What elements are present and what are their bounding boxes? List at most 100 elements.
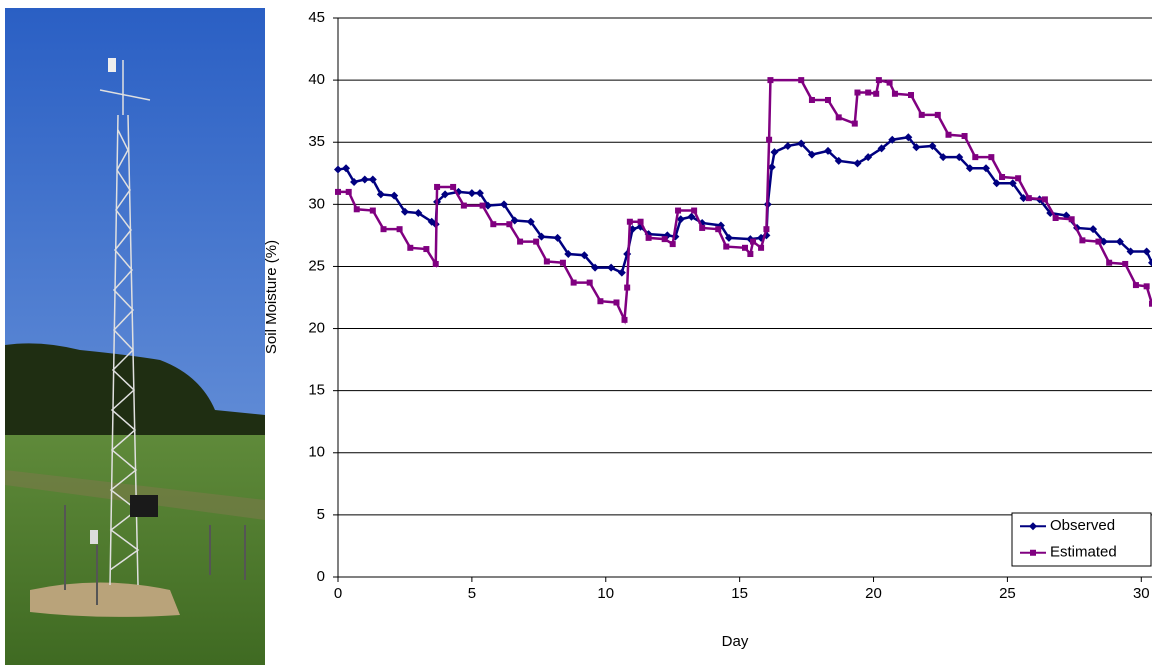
point (1144, 283, 1150, 289)
point (433, 261, 439, 267)
point (618, 269, 626, 277)
page: {"chart_data":{"type":"line","x_label":"… (0, 0, 1152, 671)
point (691, 208, 697, 214)
point (571, 280, 577, 286)
y-tick-label: 15 (308, 382, 325, 399)
point (873, 91, 879, 97)
point (742, 245, 748, 251)
point (988, 154, 994, 160)
point (825, 97, 831, 103)
point (758, 245, 764, 251)
point (887, 80, 893, 86)
point (1143, 248, 1151, 256)
point (354, 206, 360, 212)
point (892, 91, 898, 97)
y-tick-label: 35 (308, 133, 325, 150)
point (1026, 195, 1032, 201)
point (646, 235, 652, 241)
x-tick-label: 0 (334, 585, 342, 602)
point (798, 77, 804, 83)
point (334, 166, 342, 174)
point (854, 90, 860, 96)
point (670, 241, 676, 247)
point (361, 175, 369, 183)
series-line (338, 137, 1152, 272)
point (675, 208, 681, 214)
point (346, 189, 352, 195)
point (1133, 282, 1139, 288)
point (434, 184, 440, 190)
point (490, 221, 496, 227)
figure: 051015202530354045051015202530ObservedEs… (0, 0, 1152, 671)
point (506, 221, 512, 227)
point (1095, 239, 1101, 245)
legend-label: Estimated (1050, 544, 1117, 561)
point (1079, 237, 1085, 243)
point (544, 258, 550, 264)
point (480, 203, 486, 209)
point (715, 226, 721, 232)
point (836, 114, 842, 120)
point (622, 317, 628, 323)
point (1042, 196, 1048, 202)
point (624, 285, 630, 291)
point (1069, 216, 1075, 222)
point (766, 137, 772, 143)
y-tick-label: 0 (317, 568, 325, 585)
x-tick-label: 10 (597, 585, 614, 602)
point (587, 280, 593, 286)
legend: Observed Estimated (1012, 513, 1151, 566)
point (1106, 260, 1112, 266)
point (809, 97, 815, 103)
point (607, 264, 615, 272)
station-photo (5, 8, 265, 665)
point (919, 112, 925, 118)
x-tick-label: 5 (468, 585, 476, 602)
point (335, 189, 341, 195)
x-tick-label: 15 (731, 585, 748, 602)
y-tick-label: 10 (308, 444, 325, 461)
point (723, 244, 729, 250)
point (999, 174, 1005, 180)
x-tick-label: 25 (999, 585, 1016, 602)
point (613, 299, 619, 305)
x-tick-label: 30 (1133, 585, 1150, 602)
point (767, 77, 773, 83)
point (662, 236, 668, 242)
point (1015, 175, 1021, 181)
point (750, 239, 756, 245)
y-tick-label: 25 (308, 257, 325, 274)
point (370, 208, 376, 214)
point (1053, 215, 1059, 221)
point (747, 251, 753, 257)
y-axis-title: Soil Moisture (%) (263, 240, 280, 354)
legend-label: Observed (1050, 517, 1115, 534)
point (852, 121, 858, 127)
point (397, 226, 403, 232)
point (1122, 261, 1128, 267)
y-tick-label: 20 (308, 320, 325, 337)
point (517, 239, 523, 245)
point (865, 90, 871, 96)
point (450, 184, 456, 190)
point (763, 226, 769, 232)
point (876, 77, 882, 83)
point (962, 133, 968, 139)
point (423, 246, 429, 252)
point (627, 219, 633, 225)
y-tick-label: 40 (308, 71, 325, 88)
point (407, 245, 413, 251)
point (908, 92, 914, 98)
point (381, 226, 387, 232)
point (533, 239, 539, 245)
point (699, 225, 705, 231)
y-tick-label: 5 (317, 506, 325, 523)
point (638, 219, 644, 225)
point (468, 189, 476, 197)
point (461, 203, 467, 209)
point (935, 112, 941, 118)
point (972, 154, 978, 160)
point (770, 148, 778, 156)
y-tick-label: 45 (308, 9, 325, 26)
